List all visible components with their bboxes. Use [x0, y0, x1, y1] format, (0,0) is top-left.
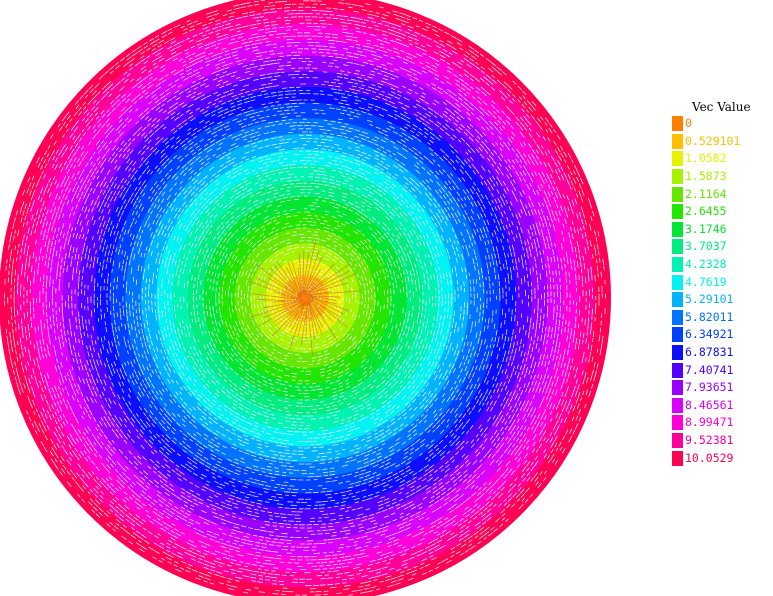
legend-label: 7.93651 [685, 380, 733, 395]
legend-swatch [672, 151, 683, 166]
legend-swatch [672, 451, 683, 466]
legend-label: 6.87831 [685, 345, 733, 360]
legend-swatch [672, 257, 683, 272]
legend-swatch [672, 169, 683, 184]
legend-label: 1.5873 [685, 169, 727, 184]
legend-label: 5.29101 [685, 292, 733, 307]
legend-entry: 5.29101 [672, 291, 772, 309]
legend-entry: 4.2328 [672, 256, 772, 274]
legend-swatch [672, 292, 683, 307]
legend-entry: 5.82011 [672, 309, 772, 327]
legend-swatch [672, 345, 683, 360]
legend-label: 3.7037 [685, 239, 727, 254]
legend-entry: 0 [672, 115, 772, 133]
legend-entry: 7.40741 [672, 361, 772, 379]
legend-swatch [672, 433, 683, 448]
legend-entry: 9.52381 [672, 432, 772, 450]
legend-swatch [672, 310, 683, 325]
legend-entry: 3.7037 [672, 238, 772, 256]
legend-label: 4.7619 [685, 275, 727, 290]
legend-label: 0 [685, 116, 692, 131]
legend-entry: 1.5873 [672, 168, 772, 186]
legend-swatch [672, 116, 683, 131]
legend-swatch [672, 398, 683, 413]
legend-label: 3.1746 [685, 222, 727, 237]
legend-label: 1.0582 [685, 151, 727, 166]
legend-swatch [672, 415, 683, 430]
legend: Vec Value 0 0.529101 1.0582 1.5873 2.1164 2.6… [672, 100, 772, 467]
legend-label: 6.34921 [685, 327, 733, 342]
legend-entry: 2.6455 [672, 203, 772, 221]
legend-entry: 7.93651 [672, 379, 772, 397]
legend-entry: 3.1746 [672, 221, 772, 239]
legend-swatch [672, 363, 683, 378]
legend-entry: 10.0529 [672, 449, 772, 467]
legend-swatch [672, 187, 683, 202]
legend-swatch [672, 380, 683, 395]
legend-entry: 6.87831 [672, 344, 772, 362]
legend-label: 4.2328 [685, 257, 727, 272]
legend-swatch [672, 134, 683, 149]
legend-entries: 0 0.529101 1.0582 1.5873 2.1164 2.6455 3.1746 3… [672, 115, 772, 467]
legend-entry: 8.99471 [672, 414, 772, 432]
legend-label: 5.82011 [685, 310, 733, 325]
legend-label: 10.0529 [685, 451, 733, 466]
legend-entry: 4.7619 [672, 273, 772, 291]
magnitude-rings [0, 0, 610, 596]
legend-label: 8.46561 [685, 398, 733, 413]
legend-label: 8.99471 [685, 415, 733, 430]
legend-swatch [672, 204, 683, 219]
legend-swatch [672, 222, 683, 237]
legend-label: 2.6455 [685, 204, 727, 219]
legend-swatch [672, 239, 683, 254]
legend-title: Vec Value [692, 100, 772, 115]
legend-entry: 1.0582 [672, 150, 772, 168]
legend-entry: 8.46561 [672, 397, 772, 415]
legend-entry: 0.529101 [672, 133, 772, 151]
legend-label: 0.529101 [685, 134, 740, 149]
legend-label: 9.52381 [685, 433, 733, 448]
legend-entry: 2.1164 [672, 185, 772, 203]
legend-swatch [672, 275, 683, 290]
legend-label: 7.40741 [685, 363, 733, 378]
legend-label: 2.1164 [685, 187, 727, 202]
legend-entry: 6.34921 [672, 326, 772, 344]
legend-swatch [672, 327, 683, 342]
